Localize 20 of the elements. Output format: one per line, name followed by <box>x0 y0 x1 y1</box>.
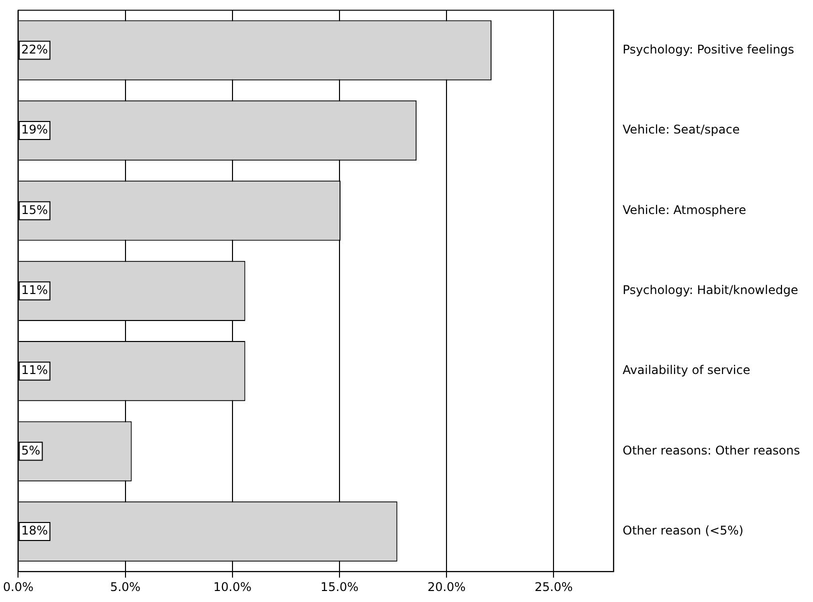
y-tick-label: Other reason (<5%) <box>622 524 744 538</box>
data-label: 11% <box>21 283 48 298</box>
x-tick-label: 0.0% <box>2 580 34 594</box>
y-tick-label: Vehicle: Atmosphere <box>622 202 746 217</box>
data-label: 11% <box>21 363 48 378</box>
y-tick-label: Vehicle: Seat/space <box>622 122 740 137</box>
data-label: 22% <box>21 42 48 56</box>
x-tick-label: 5.0% <box>110 580 141 594</box>
data-label: 5% <box>21 443 40 458</box>
x-tick-label: 25.0% <box>534 580 573 594</box>
x-tick-label: 20.0% <box>428 580 466 594</box>
x-tick-label: 10.0% <box>213 580 252 594</box>
data-label: 19% <box>21 122 48 137</box>
data-label: 15% <box>21 202 48 217</box>
y-tick-label: Psychology: Habit/knowledge <box>622 283 798 298</box>
y-tick-label: Availability of service <box>622 363 750 378</box>
x-tick-label: 15.0% <box>320 580 359 594</box>
y-tick-label: Psychology: Positive feelings <box>622 42 794 56</box>
y-tick-label: Other reasons: Other reasons <box>622 443 800 458</box>
data-label: 18% <box>21 524 48 538</box>
